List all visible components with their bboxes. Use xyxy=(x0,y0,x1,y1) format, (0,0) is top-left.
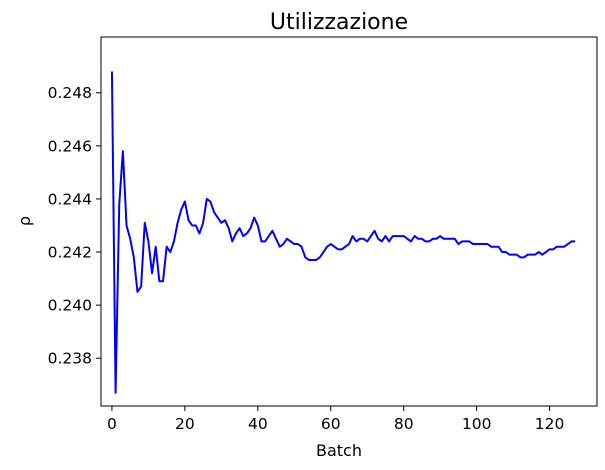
series-line xyxy=(110,71,576,394)
plot-frame xyxy=(100,36,598,407)
x-tick-label: 60 xyxy=(321,415,341,433)
y-tick-label: 0.240 xyxy=(48,297,92,315)
y-tick-label: 0.242 xyxy=(48,244,92,262)
y-tick-label: 0.246 xyxy=(48,137,92,155)
x-tick-label: 120 xyxy=(535,415,565,433)
x-tick-label: 80 xyxy=(394,415,414,433)
y-tick-label: 0.248 xyxy=(48,84,92,102)
y-axis-title: ρ xyxy=(15,216,34,226)
y-tick-label: 0.238 xyxy=(48,350,92,368)
x-tick-label: 0 xyxy=(107,415,117,433)
x-axis-title: Batch xyxy=(316,441,362,460)
y-tick-label: 0.244 xyxy=(48,190,92,208)
x-tick-label: 40 xyxy=(248,415,268,433)
chart-title: Utilizzazione xyxy=(270,10,408,35)
x-tick-label: 100 xyxy=(462,415,492,433)
x-tick-label: 20 xyxy=(175,415,195,433)
